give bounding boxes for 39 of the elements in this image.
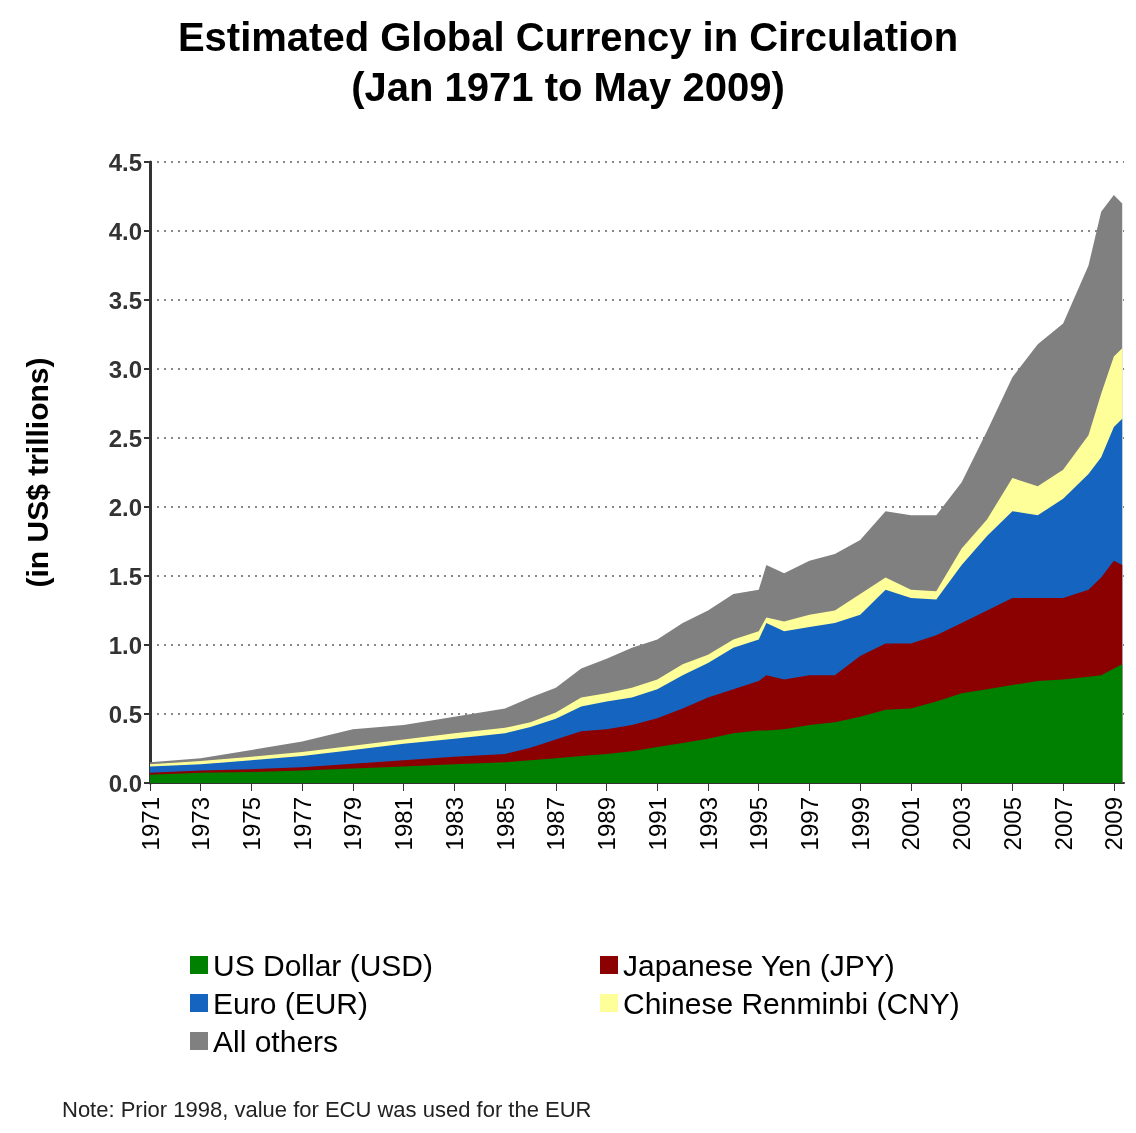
x-tick-label: 1979	[339, 797, 367, 851]
x-tick-label: 1985	[491, 797, 519, 851]
y-tick-label: 1.5	[108, 562, 142, 590]
y-tick-label: 2.5	[108, 424, 142, 452]
x-tick-label: 1971	[136, 797, 164, 851]
y-axis-title: (in US$ trillions)	[20, 357, 54, 588]
legend-label: Japanese Yen (JPY)	[623, 948, 895, 982]
x-tick-label: 2003	[948, 797, 976, 851]
legend-label: All others	[213, 1024, 339, 1058]
y-tick-label: 0.0	[108, 769, 142, 797]
x-tick-label: 2009	[1100, 797, 1128, 851]
x-tick-label: 2001	[897, 797, 925, 851]
x-tick-label: 2007	[1049, 797, 1077, 851]
y-tick-label: 1.0	[108, 631, 142, 659]
chart-title: Estimated Global Currency in Circulation	[177, 15, 959, 59]
chart-subtitle: (Jan 1971 to May 2009)	[351, 65, 785, 109]
x-tick-label: 1989	[593, 797, 621, 851]
y-tick-label: 2.0	[108, 493, 142, 521]
x-tick-label: 1975	[237, 797, 265, 851]
x-tick-label: 2005	[998, 797, 1026, 851]
x-tick-label: 1981	[390, 797, 418, 851]
x-tick-label: 1977	[288, 797, 316, 851]
legend-label: Chinese Renminbi (CNY)	[623, 986, 960, 1020]
legend-label: Euro (EUR)	[213, 986, 369, 1020]
y-tick-label: 4.0	[108, 217, 142, 245]
x-tick-label: 1973	[187, 797, 215, 851]
x-tick-label: 1995	[745, 797, 773, 851]
x-tick-label: 1997	[795, 797, 823, 851]
text: Note: Prior 1998, value for ECU was used for the EUR	[62, 1096, 592, 1122]
x-tick-label: 1993	[694, 797, 722, 851]
legend-label: US Dollar (USD)	[213, 948, 434, 982]
x-tick-label: 1987	[542, 797, 570, 851]
x-tick-label: 1999	[846, 797, 874, 851]
y-tick-label: 4.5	[108, 148, 142, 176]
x-tick-label: 1983	[440, 797, 468, 851]
y-tick-label: 3.5	[108, 286, 142, 314]
y-tick-label: 3.0	[108, 355, 142, 383]
y-tick-label: 0.5	[108, 700, 142, 728]
x-tick-label: 1991	[643, 797, 671, 851]
